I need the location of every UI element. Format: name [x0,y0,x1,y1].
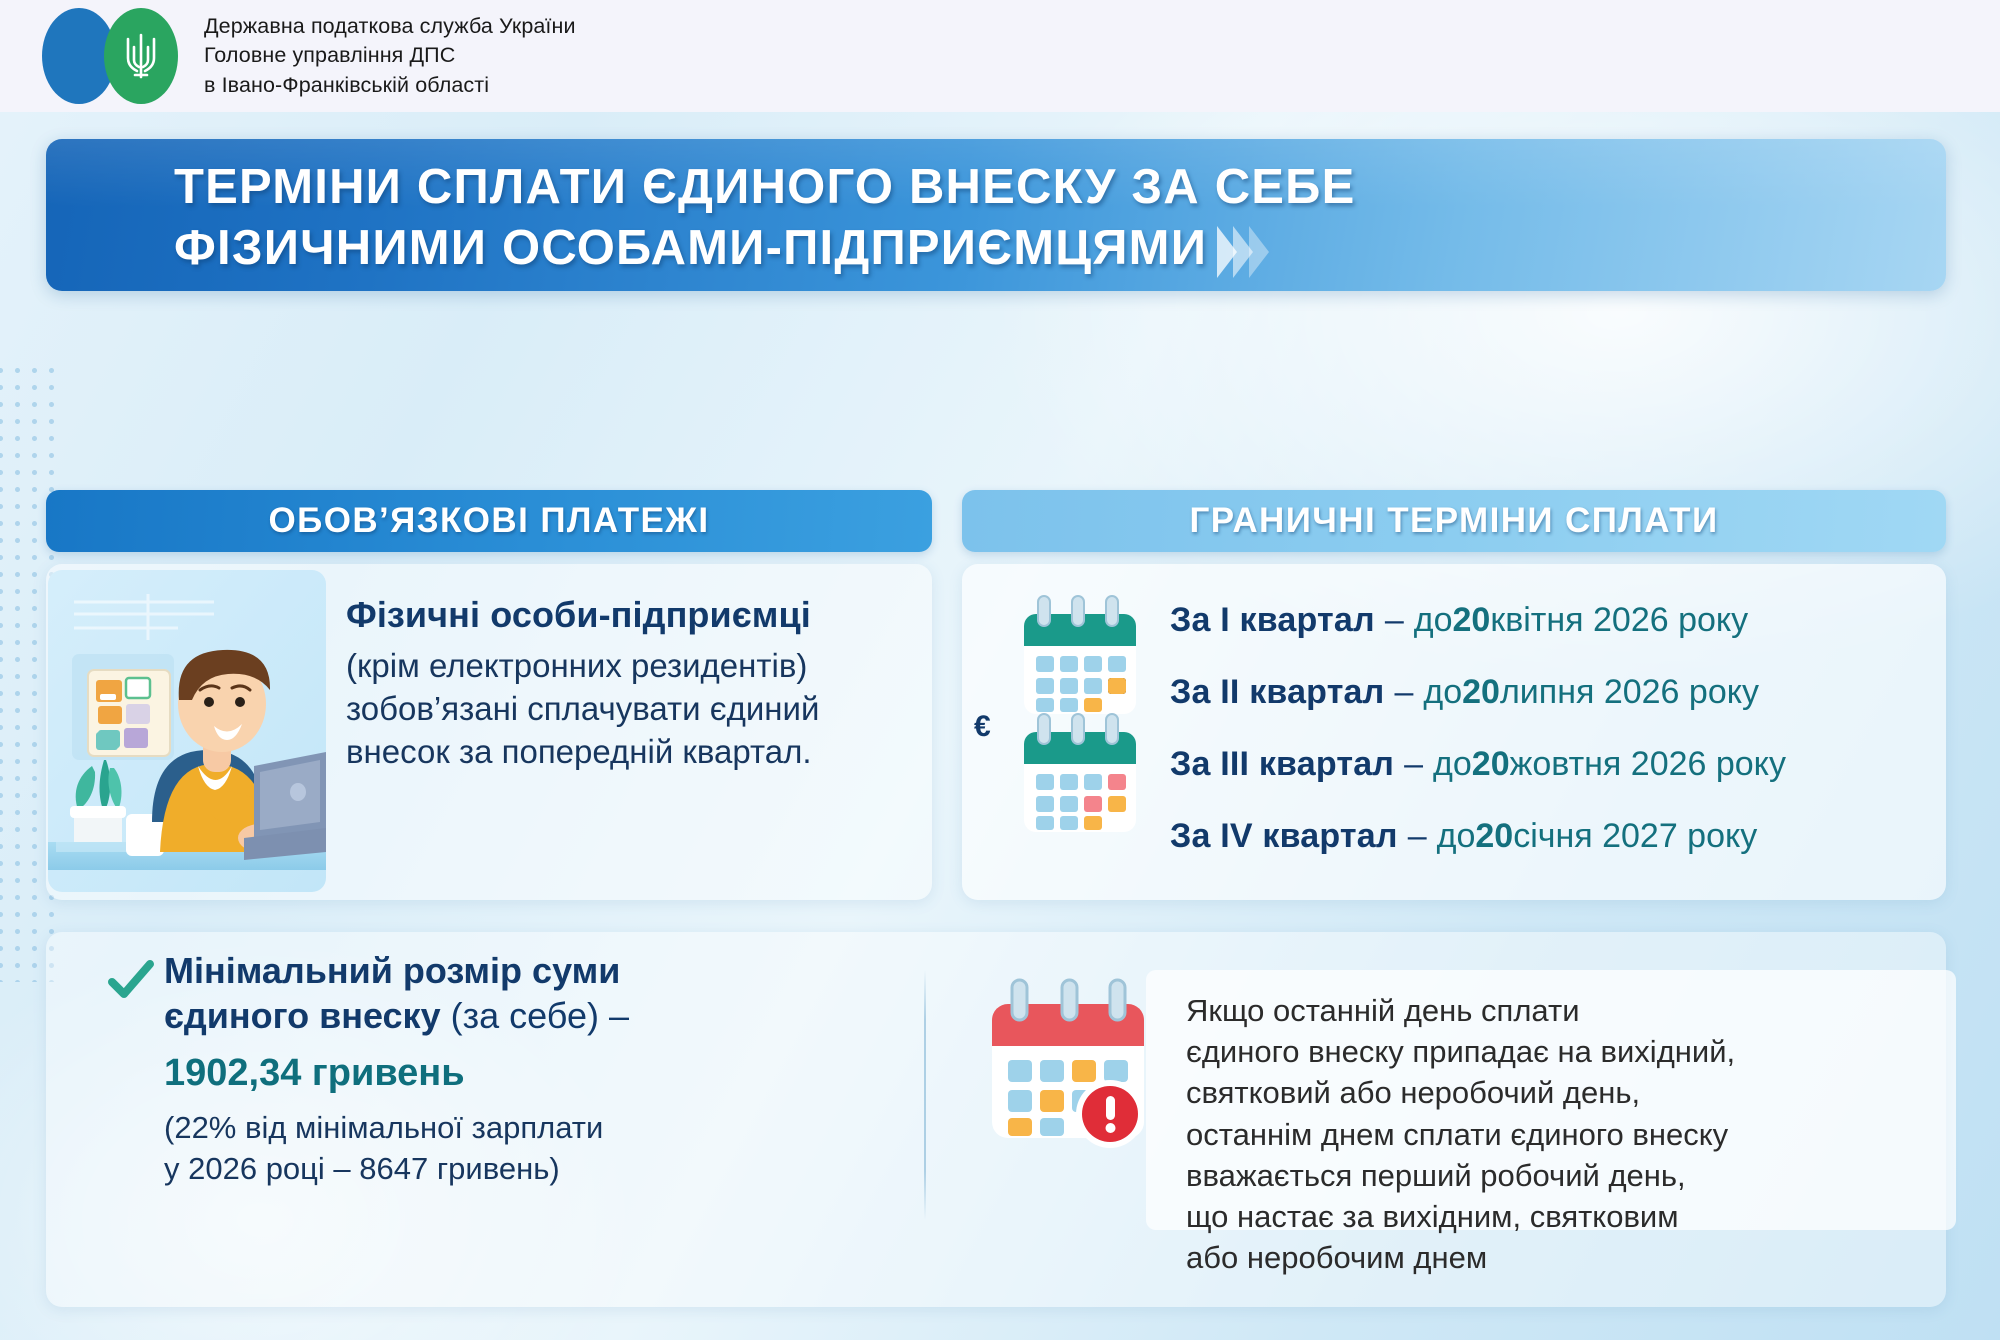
deadline-dash: – [1394,672,1414,711]
tryzub-mark [104,8,178,104]
deadline-date: липня 2026 року [1499,672,1759,711]
deadline-prefix: до [1423,672,1463,711]
heading-part-3: (за себе) – [450,995,629,1037]
agency-name: Державна податкова служба України Головн… [204,13,576,97]
deadline-prefix: до [1433,744,1472,783]
calendar-alert-icon-svg [992,978,1144,1148]
euro-symbol: € [974,710,991,743]
deadline-day: 20 [1471,744,1510,783]
deadline-day: 20 [1452,600,1491,639]
agency-logo [42,8,178,104]
title-text-block: ТЕРМІНИ СПЛАТИ ЄДИНОГО ВНЕСКУ ЗА СЕБЕ ФІ… [174,157,1674,280]
calendar-icon-svg [1024,595,1136,714]
deadline-day: 20 [1462,672,1500,711]
mandatory-payments-card: Фізичні особи-підприємці (крім електронн… [46,564,932,900]
minimum-amount-value: 1902,34 гривень [164,1051,465,1094]
section-header-label: ОБОВ’ЯЗКОВІ ПЛАТЕЖІ [268,501,710,540]
deadline-date: січня 2027 року [1513,816,1758,855]
deadline-row: За II квартал – до 20 липня 2026 року [1170,656,1930,728]
deadline-quarter: За II квартал [1170,672,1385,711]
tryzub-icon [126,33,156,79]
section-header-deadlines: ГРАНИЧНІ ТЕРМІНИ СПЛАТИ [962,490,1946,552]
deadline-prefix: до [1436,816,1476,855]
left-card-heading: Фізичні особи-підприємці [346,594,811,635]
holiday-rule-text: Якщо останній день сплати єдиного внеску… [1186,993,1736,1276]
deadline-dash: – [1407,816,1427,855]
title-line-2-row: ФІЗИЧНИМИ ОСОБАМИ-ПІДПРИЄМЦЯМИ [174,218,1674,279]
deadline-quarter: За I квартал [1170,600,1375,639]
calendar-icon [1012,710,1144,843]
calendar-icon [1012,592,1144,725]
entrepreneur-illustration-svg [48,570,326,892]
deadline-row: За I квартал – до 20 квітня 2026 року [1170,584,1930,656]
deadline-list: За I квартал – до 20 квітня 2026 року За… [1170,584,1930,872]
minimum-amount-note: (22% від мінімальної зарплати у 2026 роц… [164,1110,604,1186]
deadline-date: жовтня 2026 року [1509,744,1786,783]
minimum-amount-heading: Мінімальний розмір суми єдиного внеску (… [164,948,804,1039]
minimum-amount-block: Мінімальний розмір суми єдиного внеску (… [164,948,804,1189]
check-icon-svg [108,960,154,998]
entrepreneur-illustration [48,570,326,892]
title-banner: ТЕРМІНИ СПЛАТИ ЄДИНОГО ВНЕСКУ ЗА СЕБЕ ФІ… [46,139,1946,291]
deadline-quarter: За III квартал [1170,744,1395,783]
check-icon [108,960,154,1007]
holiday-note-panel [1146,970,1956,1230]
deadline-date: квітня 2026 року [1490,600,1749,639]
deadlines-card: € [962,564,1946,900]
title-line-2: ФІЗИЧНИМИ ОСОБАМИ-ПІДПРИЄМЦЯМИ [174,221,1208,276]
chevron-right-icon [1217,225,1270,278]
deadline-dash: – [1384,600,1404,639]
deadline-prefix: до [1413,600,1453,639]
section-header-label: ГРАНИЧНІ ТЕРМІНИ СПЛАТИ [1189,501,1719,540]
decorative-glow [0,940,640,1340]
left-card-text: Фізичні особи-підприємці (крім електронн… [346,594,916,774]
heading-part-1: Мінімальний розмір суми [164,950,621,991]
left-card-body: (крім електронних резидентів) зобов’язан… [346,647,820,770]
calendar-alert-icon [976,974,1162,1165]
title-line-1: ТЕРМІНИ СПЛАТИ ЄДИНОГО ВНЕСКУ ЗА СЕБЕ [174,160,1356,214]
infographic-canvas: ТЕРМІНИ СПЛАТИ ЄДИНОГО ВНЕСКУ ЗА СЕБЕ ФІ… [0,112,2000,1340]
deadline-row: За III квартал – до 20 жовтня 2026 року [1170,728,1930,800]
deadline-quarter: За IV квартал [1170,816,1398,855]
section-header-mandatory-payments: ОБОВ’ЯЗКОВІ ПЛАТЕЖІ [46,490,932,552]
calendar-icon-svg [1024,713,1136,832]
page-header: Державна податкова служба України Головн… [0,0,2000,112]
deadline-dash: – [1404,744,1424,783]
deadline-day: 20 [1475,816,1514,855]
heading-part-2: єдиного внеску [164,995,451,1037]
vertical-divider [924,970,926,1220]
dps-blue-mark [42,8,116,104]
deadline-row: За IV квартал – до 20 січня 2027 року [1170,800,1930,872]
summary-card: Мінімальний розмір суми єдиного внеску (… [46,932,1956,1307]
